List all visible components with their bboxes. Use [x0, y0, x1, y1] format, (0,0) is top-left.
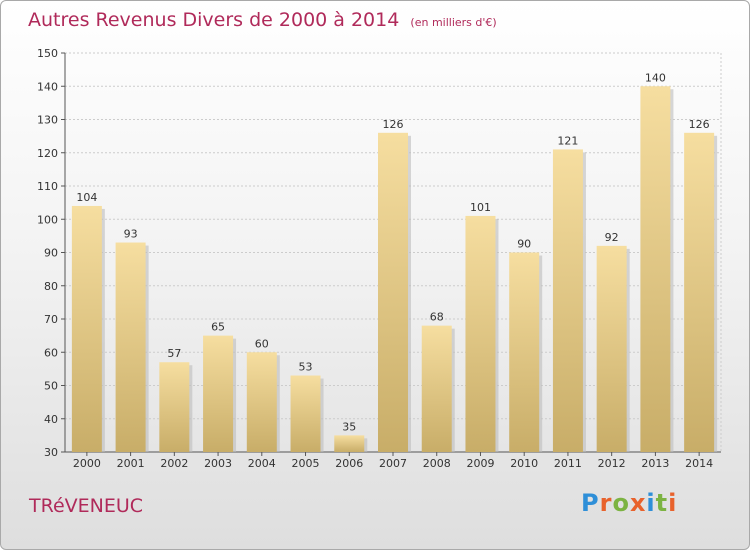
data-label-2008: 68: [430, 311, 444, 324]
data-label-2007: 126: [383, 118, 404, 131]
x-tick-label-2006: 2006: [335, 457, 363, 470]
data-label-2001: 93: [124, 228, 138, 241]
y-tick-label: 150: [37, 47, 58, 60]
chart-subtitle: (en milliers d'€): [410, 16, 497, 29]
x-tick-label-2002: 2002: [160, 457, 188, 470]
bar-2002: [159, 362, 190, 452]
data-label-2009: 101: [470, 201, 491, 214]
data-label-2011: 121: [557, 134, 578, 147]
x-tick-label-2010: 2010: [510, 457, 538, 470]
bar-2005: [290, 375, 321, 452]
data-label-2006: 35: [342, 420, 356, 433]
bar-2006: [334, 435, 365, 452]
logo-letter: P: [581, 489, 600, 517]
data-label-2004: 60: [255, 337, 269, 350]
bar-2001: [115, 242, 146, 452]
y-tick-label: 60: [44, 346, 58, 359]
logo-letter: o: [612, 489, 630, 517]
data-label-2013: 140: [645, 71, 666, 84]
y-tick-label: 30: [44, 446, 58, 459]
y-tick-label: 110: [37, 180, 58, 193]
logo-letter: x: [629, 489, 647, 517]
proxiti-logo: Proxiti: [581, 489, 677, 517]
x-tick-label-2007: 2007: [379, 457, 407, 470]
y-tick-label: 50: [44, 380, 58, 393]
x-tick-label-2011: 2011: [554, 457, 582, 470]
x-tick-label-2008: 2008: [423, 457, 451, 470]
y-tick-label: 130: [37, 114, 58, 127]
y-tick-label: 90: [44, 247, 58, 260]
y-tick-label: 140: [37, 80, 58, 93]
x-tick-label-2009: 2009: [466, 457, 494, 470]
data-label-2003: 65: [211, 321, 225, 334]
x-tick-label-2004: 2004: [248, 457, 276, 470]
data-label-2010: 90: [517, 238, 531, 251]
data-label-2000: 104: [76, 191, 97, 204]
y-tick-label: 100: [37, 213, 58, 226]
bar-2009: [465, 215, 496, 452]
logo-letter: t: [655, 489, 669, 517]
bar-2011: [552, 149, 583, 453]
y-tick-label: 40: [44, 413, 58, 426]
logo-letter: i: [646, 489, 656, 517]
x-tick-label-2012: 2012: [598, 457, 626, 470]
x-tick-label-2014: 2014: [685, 457, 713, 470]
bar-2000: [71, 205, 102, 452]
bar-2008: [421, 325, 452, 452]
data-label-2005: 53: [299, 361, 313, 374]
data-label-2002: 57: [167, 347, 181, 360]
x-tick-label-2001: 2001: [117, 457, 145, 470]
data-label-2012: 92: [605, 231, 619, 244]
bar-2014: [684, 132, 715, 453]
bar-2013: [640, 86, 671, 452]
y-tick-label: 70: [44, 313, 58, 326]
x-tick-label-2013: 2013: [641, 457, 669, 470]
bar-2003: [203, 335, 234, 452]
bar-2012: [596, 245, 627, 452]
labels: 30 40 50 60 70 80 90 100 110 120 130 140 150 104 2000 9…: [37, 47, 713, 470]
x-tick-label-2003: 2003: [204, 457, 232, 470]
logo-letter: r: [599, 489, 613, 517]
chart-title: Autres Revenus Divers de 2000 à 2014: [28, 9, 400, 31]
x-tick-label-2000: 2000: [73, 457, 101, 470]
bars: [71, 86, 718, 453]
y-tick-label: 120: [37, 147, 58, 160]
bar-2010: [509, 252, 540, 452]
bar-2007: [378, 132, 408, 453]
data-label-2014: 126: [689, 118, 710, 131]
logo-letter: i: [668, 489, 678, 517]
bar-2004: [246, 352, 277, 452]
city-label: TRéVENEUC: [29, 495, 144, 517]
title-row: Autres Revenus Divers de 2000 à 2014 (en…: [28, 9, 497, 31]
y-tick-label: 80: [44, 280, 58, 293]
x-tick-label-2005: 2005: [292, 457, 320, 470]
